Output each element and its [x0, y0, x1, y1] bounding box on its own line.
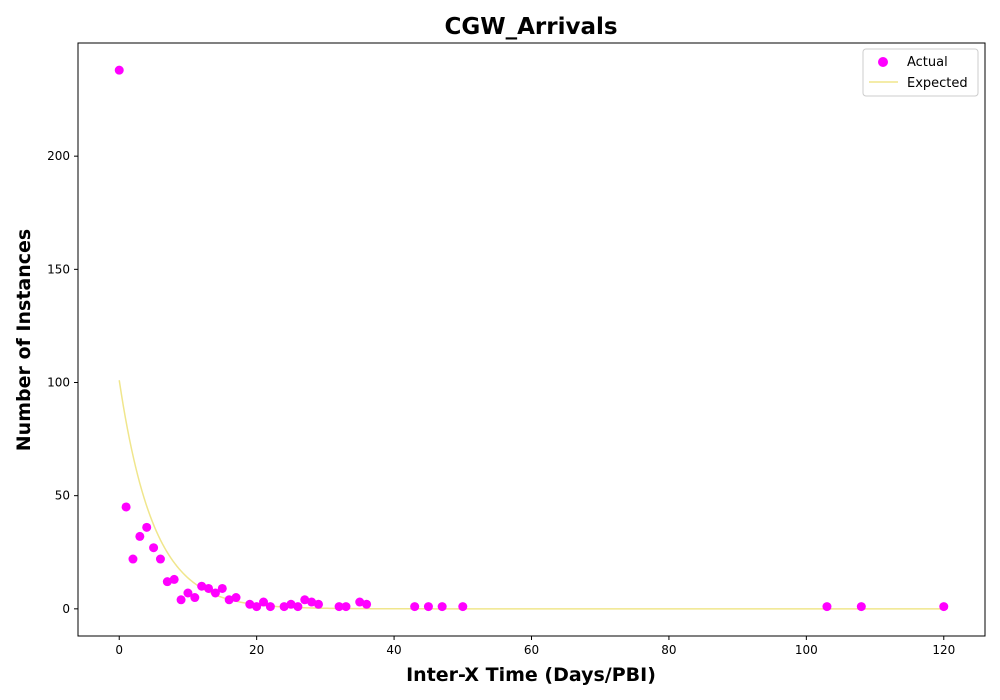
- y-tick-label: 100: [47, 376, 70, 390]
- actual-point: [822, 602, 832, 612]
- actual-point: [183, 588, 193, 598]
- actual-point: [293, 602, 303, 612]
- y-axis-ticks: 0 50 100 150 200: [47, 149, 78, 616]
- chart-title: CGW_Arrivals: [444, 14, 617, 40]
- x-tick-label: 100: [795, 643, 818, 657]
- x-tick-label: 40: [386, 643, 401, 657]
- y-tick-label: 0: [62, 602, 70, 616]
- actual-point: [224, 595, 234, 605]
- actual-point: [149, 543, 159, 553]
- x-tick-label: 120: [932, 643, 955, 657]
- actual-point: [217, 583, 227, 593]
- actual-point: [423, 602, 433, 612]
- actual-point: [128, 554, 138, 564]
- actual-point: [190, 593, 200, 603]
- actual-point: [204, 583, 214, 593]
- actual-point: [341, 602, 351, 612]
- legend-label-expected: Expected: [907, 76, 968, 91]
- actual-point: [259, 597, 269, 607]
- actual-point: [410, 602, 420, 612]
- x-axis-title: Inter-X Time (Days/PBI): [406, 664, 656, 686]
- y-axis-title: Number of Instances: [13, 229, 35, 451]
- actual-point: [279, 602, 289, 612]
- plot-area: [114, 65, 949, 612]
- actual-point: [231, 593, 241, 603]
- actual-point: [939, 602, 949, 612]
- legend: Actual Expected: [862, 48, 979, 97]
- y-tick-label: 200: [47, 149, 70, 163]
- actual-point: [245, 599, 255, 609]
- x-tick-label: 20: [249, 643, 264, 657]
- actual-point: [135, 531, 145, 541]
- x-tick-label: 0: [115, 643, 123, 657]
- actual-point: [856, 602, 866, 612]
- actual-point: [162, 577, 172, 587]
- actual-point: [458, 602, 468, 612]
- actual-point: [121, 502, 131, 512]
- actual-point: [252, 602, 262, 612]
- actual-point: [437, 602, 447, 612]
- y-tick-label: 50: [55, 489, 70, 503]
- y-tick-label: 150: [47, 262, 70, 276]
- actual-point: [307, 597, 317, 607]
- x-axis-ticks: 0 20 40 60 80 100 120: [115, 636, 955, 657]
- x-tick-label: 60: [524, 643, 539, 657]
- actual-point: [300, 595, 310, 605]
- legend-label-actual: Actual: [907, 55, 948, 70]
- actual-point: [176, 595, 186, 605]
- expected-curve: [118, 380, 944, 610]
- x-tick-label: 80: [661, 643, 676, 657]
- actual-point: [142, 522, 152, 532]
- actual-point: [210, 588, 220, 598]
- actual-point: [313, 599, 323, 609]
- actual-point: [362, 599, 372, 609]
- actual-point: [155, 554, 165, 564]
- actual-point: [334, 602, 344, 612]
- actual-point: [197, 581, 207, 591]
- actual-point: [355, 597, 365, 607]
- legend-box: [862, 48, 979, 97]
- actual-point: [265, 602, 275, 612]
- actual-point: [169, 574, 179, 584]
- plot-frame: [77, 42, 986, 637]
- actual-point: [286, 599, 296, 609]
- legend-actual-marker: [878, 57, 888, 67]
- actual-point: [114, 65, 124, 75]
